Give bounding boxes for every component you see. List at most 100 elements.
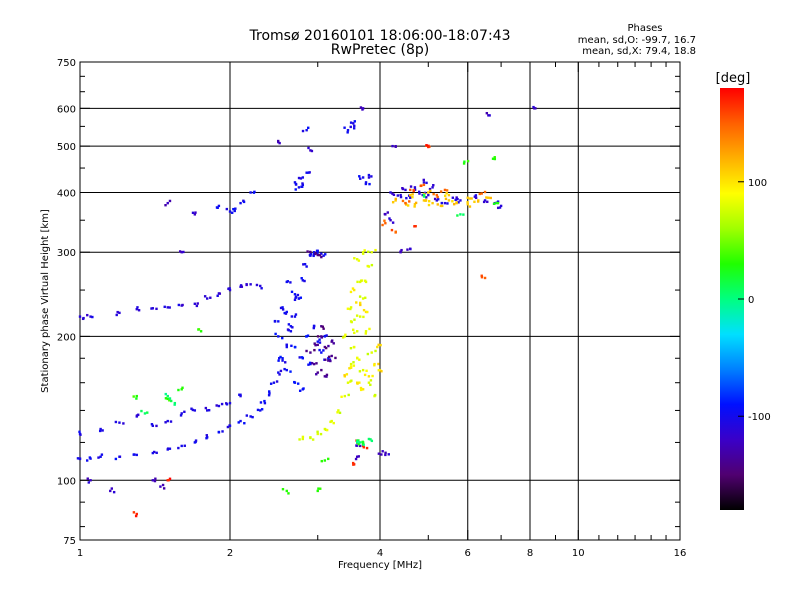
data-point [137, 309, 141, 312]
axis-ticks [79, 61, 681, 541]
data-point [173, 403, 176, 406]
chart-title: Tromsø 20160101 18:06:00-18:07:43 [249, 28, 511, 44]
data-point [216, 294, 219, 297]
data-point [122, 422, 125, 425]
data-point [391, 201, 395, 204]
data-point [454, 198, 457, 201]
data-point [348, 367, 351, 370]
chart-subtitle: RwPretec (8p) [331, 42, 429, 58]
data-point [359, 388, 363, 392]
data-point [293, 298, 297, 302]
y-tick-label: 750 [57, 58, 76, 69]
data-point [155, 424, 158, 428]
data-point [355, 301, 358, 304]
data-point [168, 199, 172, 203]
data-point [388, 217, 391, 220]
data-point [327, 344, 330, 348]
data-point [313, 348, 316, 352]
data-point [331, 339, 334, 342]
stats-line-x: mean, sd,X: 79.4, 18.8 [582, 46, 696, 57]
data-point [233, 209, 236, 213]
x-tick-label: 8 [527, 548, 533, 559]
data-point [355, 444, 358, 447]
data-point [422, 181, 426, 184]
data-point [315, 362, 318, 365]
data-point [493, 156, 496, 159]
data-point [294, 182, 298, 186]
data-point [314, 343, 317, 347]
data-point [309, 436, 312, 440]
data-point [376, 345, 379, 349]
data-points [76, 105, 537, 518]
data-point [316, 343, 319, 347]
data-point [427, 193, 430, 197]
data-point [414, 225, 417, 228]
data-point [193, 302, 197, 305]
data-point [183, 410, 186, 414]
data-point [356, 440, 359, 444]
data-point [358, 175, 361, 178]
data-point [132, 511, 136, 514]
data-point [312, 251, 316, 254]
data-point [259, 284, 262, 288]
data-point [297, 176, 301, 180]
data-point [399, 193, 402, 197]
data-point [135, 397, 138, 400]
data-point [230, 211, 234, 214]
data-point [392, 193, 396, 196]
data-point [228, 210, 232, 213]
y-axis-label: Stationary phase Virtual Height [km] [40, 209, 51, 393]
data-point [316, 430, 319, 433]
data-point [161, 483, 165, 487]
data-point [413, 205, 416, 208]
data-point [413, 203, 417, 206]
data-point [168, 447, 172, 450]
data-point [408, 200, 411, 203]
data-point [405, 196, 408, 200]
data-point [349, 290, 353, 294]
data-point [532, 105, 535, 109]
data-point [78, 430, 81, 434]
data-point [284, 312, 288, 315]
x-axis-label: Frequency [MHz] [338, 560, 422, 571]
data-point [391, 192, 394, 195]
data-point [112, 490, 116, 494]
data-point [422, 199, 426, 202]
data-point [363, 373, 367, 377]
data-point [140, 409, 143, 413]
data-point [459, 213, 462, 216]
data-point [361, 368, 365, 372]
data-point [383, 219, 386, 222]
data-point [455, 196, 458, 199]
data-point [409, 247, 412, 251]
data-point [374, 248, 377, 252]
data-point [389, 191, 392, 194]
data-point [180, 412, 183, 415]
data-point [341, 336, 345, 339]
data-point [358, 280, 362, 284]
data-point [242, 200, 246, 204]
data-point [218, 292, 222, 295]
data-point [404, 201, 407, 205]
data-point [325, 375, 328, 378]
data-point [468, 205, 472, 208]
data-point [296, 382, 300, 385]
data-point [318, 341, 322, 344]
data-point [320, 351, 323, 354]
data-point [312, 326, 315, 330]
data-point [135, 453, 138, 457]
data-point [146, 411, 149, 414]
data-point [101, 429, 104, 432]
data-point [493, 157, 497, 161]
data-point [332, 342, 335, 345]
data-point [239, 394, 242, 398]
data-point [194, 439, 198, 442]
data-point [353, 257, 356, 260]
data-point [358, 381, 361, 384]
data-point [269, 382, 273, 385]
data-point [286, 328, 290, 331]
data-point [462, 162, 466, 165]
data-point [435, 193, 438, 197]
data-point [435, 199, 438, 202]
data-point [352, 288, 356, 292]
